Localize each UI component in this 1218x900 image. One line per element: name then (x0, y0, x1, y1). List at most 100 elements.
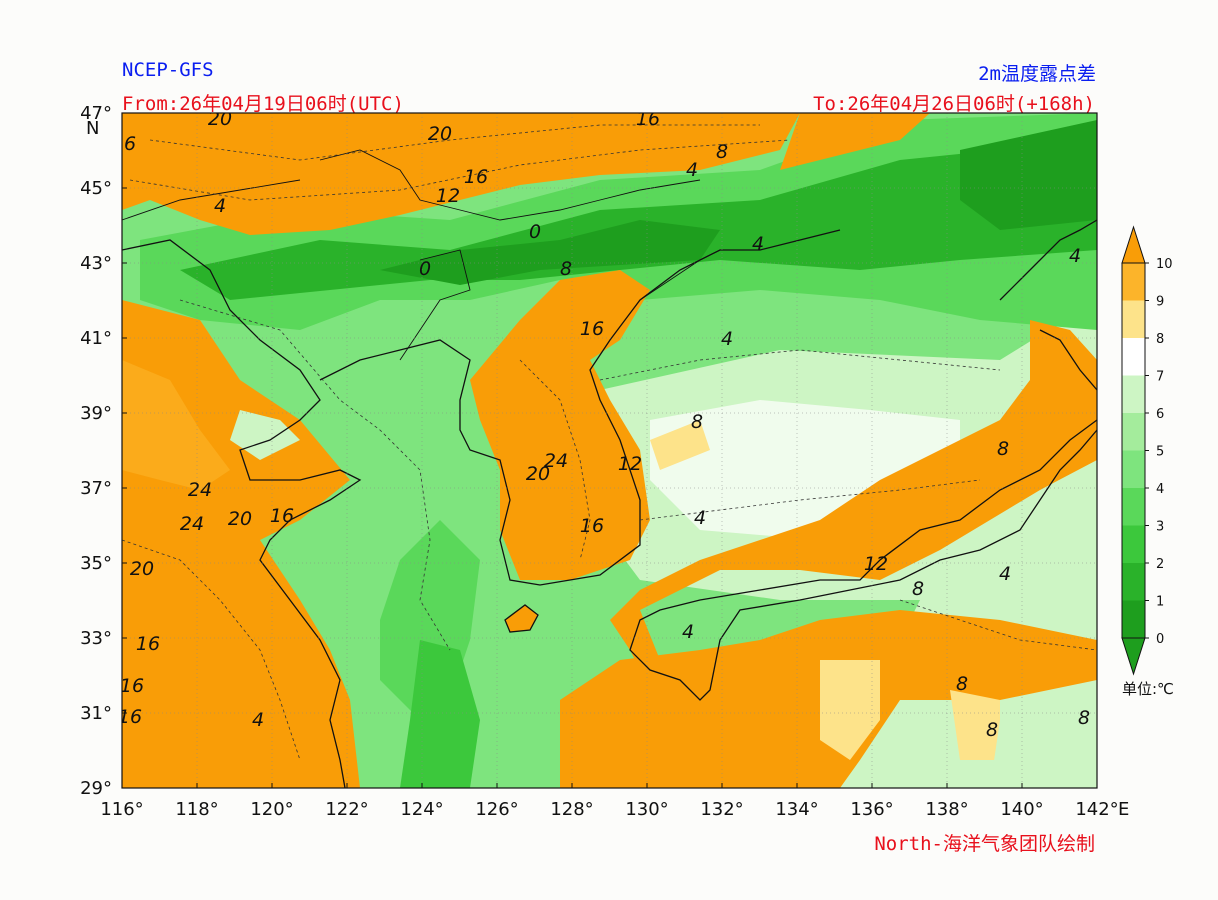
contour-label: 8 (1078, 707, 1090, 729)
colorbar-bin (1122, 413, 1145, 451)
contour-label: 4 (682, 621, 694, 643)
colorbar-bin (1122, 488, 1145, 526)
credit-text: North-海洋气象团队绘制 (874, 833, 1095, 855)
lon-tick-label: 124° (400, 799, 443, 820)
colorbar-bin (1122, 525, 1145, 563)
lat-tick-label: 35° (80, 553, 112, 574)
lon-tick-label: 142° (1075, 799, 1118, 820)
lat-tick-label: 39° (80, 403, 112, 424)
contour-label: 16 (120, 675, 144, 697)
contour-label: 8 (986, 719, 998, 741)
lon-suffix: E (1118, 799, 1129, 820)
contour-label: 20 (130, 558, 154, 580)
coastlines (122, 219, 1097, 788)
contour-label: 4 (214, 195, 226, 217)
lon-tick-label: 126° (475, 799, 518, 820)
valid-from: From:26年04月19日06时(UTC) (122, 93, 404, 115)
lat-tick-label: 29° (80, 778, 112, 799)
contour-label: 16 (580, 318, 604, 340)
contour-label: 20 (428, 123, 452, 145)
colorbar-bin (1122, 338, 1145, 376)
colorbar-bin (1122, 600, 1145, 638)
axis-ticks: 116° 118° 120° 122° 124° 126° 128° 130° 132° 134°… (80, 103, 1119, 820)
lat-suffix: N (86, 118, 99, 139)
contour-label: 4 (752, 233, 764, 255)
colorbar-tick-label: 3 (1156, 520, 1164, 535)
contour-label: 6 (124, 133, 136, 155)
colorbar-under (1121, 637, 1146, 676)
colorbar-tick-label: 9 (1156, 295, 1164, 310)
colorbar-bin (1122, 563, 1145, 601)
contour-label: 12 (864, 553, 888, 575)
contour-label: 8 (560, 258, 572, 280)
contour-label: 0 (529, 221, 541, 243)
contour-label: 4 (686, 159, 698, 181)
contour-label: 4 (694, 507, 706, 529)
colorbar-tick-label: 7 (1156, 370, 1164, 385)
colorbar-tick-label: 5 (1156, 445, 1164, 460)
gridlines (122, 113, 1097, 788)
lat-tick-label: 43° (80, 253, 112, 274)
lon-tick-label: 128° (550, 799, 593, 820)
colorbar-tick-label: 0 (1156, 632, 1164, 647)
contour-label: 8 (956, 673, 968, 695)
colorbar-tick-label: 4 (1156, 482, 1164, 497)
lat-tick-label: 47° (80, 103, 112, 124)
colorbar-bin (1122, 300, 1145, 338)
contour-label: 16 (118, 706, 142, 728)
lon-tick-label: 122° (325, 799, 368, 820)
lon-tick-label: 140° (1000, 799, 1043, 820)
valid-to: To:26年04月26日06时(+168h) (813, 93, 1095, 115)
contour-label: 4 (252, 709, 264, 731)
lon-tick-label: 118° (175, 799, 218, 820)
colorbar-tick-label: 1 (1156, 595, 1164, 610)
contour-label: 8 (716, 141, 728, 163)
contour-label: 8 (997, 438, 1009, 460)
contour-label: 4 (999, 563, 1011, 585)
contour-label: 16 (464, 166, 488, 188)
contour-label: 24 (180, 513, 204, 535)
contour-label: 16 (636, 108, 660, 130)
colorbar-tick-label: 2 (1156, 557, 1164, 572)
lon-tick-label: 130° (625, 799, 668, 820)
lon-tick-label: 116° (100, 799, 143, 820)
lat-tick-label: 41° (80, 328, 112, 349)
colorbar-over (1121, 225, 1146, 264)
lon-tick-label: 120° (250, 799, 293, 820)
lon-tick-label: 132° (700, 799, 743, 820)
contour-label: 4 (721, 328, 733, 350)
contour-label: 24 (188, 479, 212, 501)
contour-label: 24 (544, 450, 568, 472)
lat-tick-label: 37° (80, 478, 112, 499)
colorbar-unit: 单位:℃ (1122, 680, 1174, 698)
colorbar-bin (1122, 450, 1145, 488)
contour-label: 20 (208, 108, 232, 130)
map-frame (121, 112, 1098, 789)
contour-label: 0 (419, 258, 431, 280)
contour-label: 20 (526, 463, 550, 485)
colorbar-bin (1122, 263, 1145, 301)
contour-label: 8 (691, 411, 703, 433)
colorbar: 0 1 2 3 4 5 6 7 8 9 10 (1121, 225, 1173, 676)
colorbar-tick-label: 10 (1156, 257, 1173, 272)
lat-tick-label: 31° (80, 703, 112, 724)
lat-tick-label: 45° (80, 178, 112, 199)
contour-label: 8 (912, 578, 924, 600)
contour-label: 16 (580, 515, 604, 537)
colorbar-tick-label: 6 (1156, 407, 1164, 422)
contour-label: 16 (270, 505, 294, 527)
contour-label: 20 (228, 508, 252, 530)
contour-label: 4 (1069, 245, 1081, 267)
contour-label: 12 (618, 453, 642, 475)
lon-tick-label: 136° (850, 799, 893, 820)
lon-tick-label: 134° (775, 799, 818, 820)
colorbar-tick-label: 8 (1156, 332, 1164, 347)
contour-label: 16 (136, 633, 160, 655)
lat-tick-label: 33° (80, 628, 112, 649)
colorbar-bin (1122, 375, 1145, 413)
product-title: 2m温度露点差 (978, 63, 1096, 85)
model-name: NCEP-GFS (122, 59, 214, 81)
